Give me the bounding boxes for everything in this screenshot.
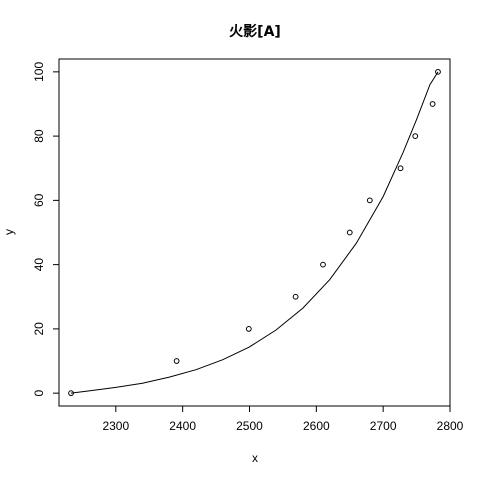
x-tick-label: 2700 [370, 419, 397, 433]
data-point [292, 293, 299, 300]
x-tick-label: 2800 [437, 419, 464, 433]
x-tick-label: 2300 [102, 419, 129, 433]
data-point [412, 133, 419, 140]
data-point [435, 68, 441, 75]
x-tick-label: 2600 [303, 419, 330, 433]
y-tick-label: 60 [32, 193, 46, 207]
data-points [68, 68, 441, 397]
y-tick-label: 80 [32, 129, 46, 143]
data-point [429, 101, 436, 107]
fitted-curve [70, 71, 439, 394]
y-tick-label: 20 [32, 322, 46, 336]
y-axis-label: y [2, 229, 16, 235]
data-point [397, 165, 404, 172]
x-tick-label: 2500 [236, 419, 263, 433]
data-point [68, 390, 74, 397]
chart-title: 火影[A] [229, 24, 281, 40]
x-axis: 2300 2400 2500 2600 2700 2800 [102, 406, 464, 433]
x-axis-label: x [252, 451, 258, 465]
plot-frame [58, 58, 451, 407]
data-point [320, 261, 326, 268]
data-point [346, 229, 353, 236]
y-axis: 0 20 40 60 80 100 [32, 62, 59, 396]
y-tick-label: 100 [32, 62, 46, 82]
y-tick-label: 40 [32, 258, 46, 272]
y-tick-label: 0 [32, 389, 46, 396]
data-point [366, 197, 373, 204]
x-tick-label: 2400 [169, 419, 196, 433]
data-point [245, 325, 252, 332]
data-point [173, 358, 180, 364]
